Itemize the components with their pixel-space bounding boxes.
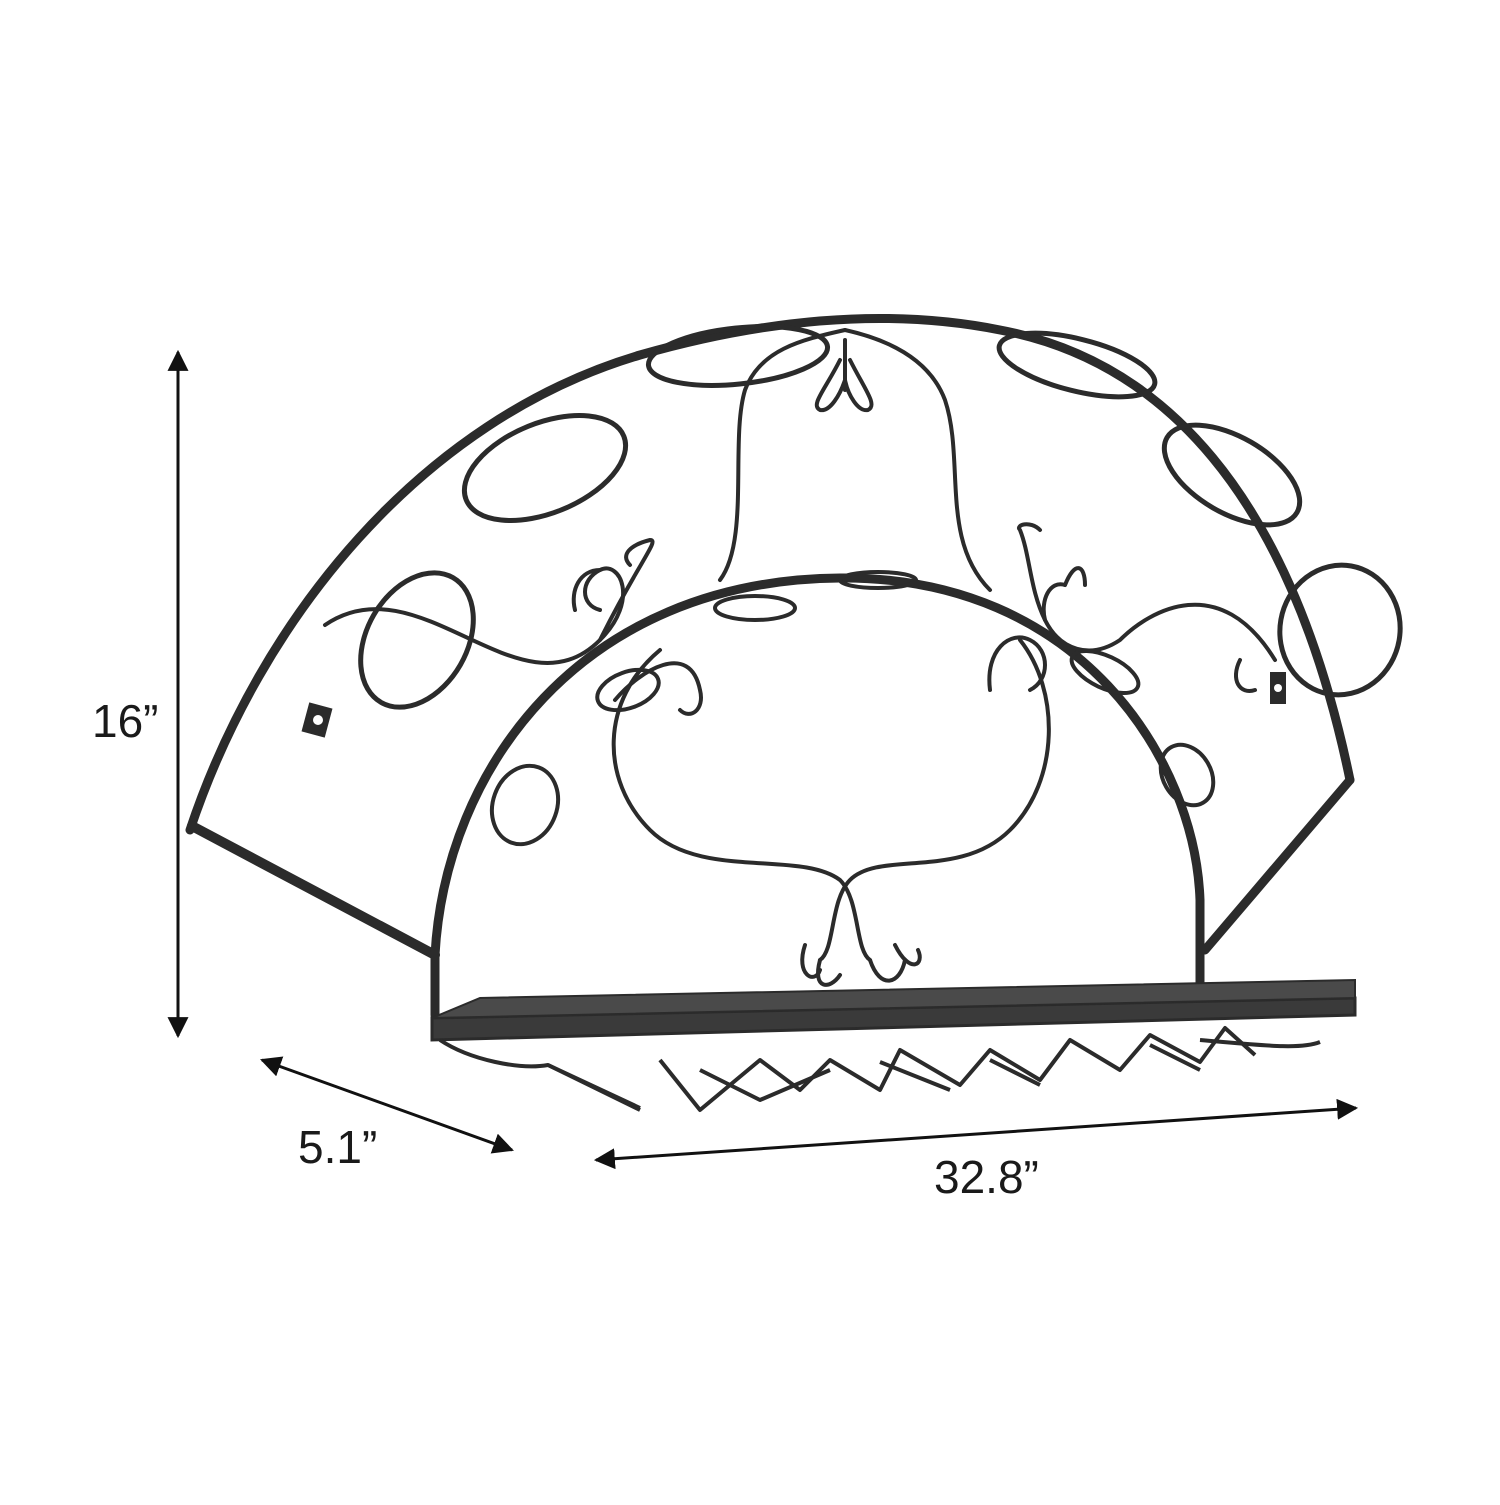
glass-ring <box>996 330 1158 400</box>
scroll-top <box>718 328 847 582</box>
outer-arch <box>185 314 1355 835</box>
width-dimension-line <box>593 1098 1359 1170</box>
wine-rack-frame <box>185 314 1403 1020</box>
height-label: 16” <box>92 695 159 747</box>
small-ring <box>838 570 918 590</box>
glass-ring <box>1277 562 1403 698</box>
center-medallion <box>611 648 872 962</box>
width-label: 32.8” <box>934 1151 1039 1203</box>
glass-ring <box>645 324 831 388</box>
inner-arch <box>430 573 1205 1020</box>
stemware-hanger <box>438 1026 1321 1112</box>
glass-ring <box>461 413 629 523</box>
depth-label: 5.1” <box>298 1121 378 1173</box>
glass-ring <box>1161 422 1303 528</box>
small-ring <box>1158 742 1216 808</box>
small-ring <box>1069 648 1141 696</box>
right-brace <box>1200 775 1355 955</box>
left-brace <box>187 821 440 960</box>
scroll-right <box>1041 582 1277 662</box>
glass-ring <box>358 570 476 710</box>
shelf <box>430 978 1357 1042</box>
small-ring <box>595 667 661 713</box>
depth-dimension-line <box>260 1056 514 1154</box>
small-ring <box>713 594 797 622</box>
small-ring <box>489 763 561 847</box>
